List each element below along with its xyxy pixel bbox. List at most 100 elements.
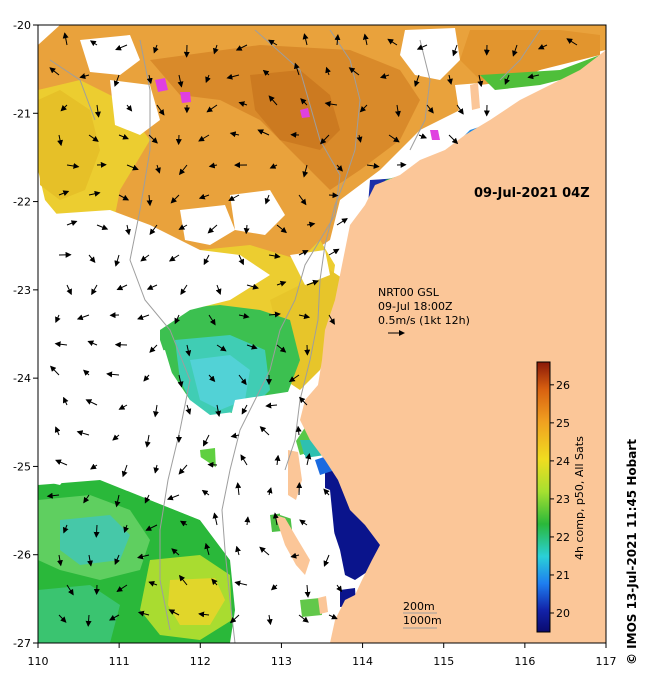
x-tick-label: 117	[596, 655, 617, 668]
current-arrow	[198, 193, 210, 200]
current-arrow	[298, 194, 307, 206]
current-arrow	[91, 284, 98, 296]
current-arrow	[257, 129, 270, 136]
current-arrow	[228, 194, 240, 201]
current-arrow	[137, 553, 150, 560]
current-arrow	[362, 33, 369, 46]
current-arrow	[79, 73, 90, 79]
current-arrow	[229, 614, 240, 624]
current-arrow	[201, 489, 210, 496]
current-arrow	[88, 134, 99, 142]
current-arrow	[238, 254, 244, 266]
current-arrow	[244, 516, 251, 526]
current-arrow	[145, 524, 158, 531]
island	[470, 83, 480, 110]
current-arrow	[114, 254, 121, 267]
current-arrow	[272, 512, 279, 526]
x-tick-label: 114	[352, 655, 373, 668]
current-arrow	[246, 283, 259, 290]
current-arrow	[238, 101, 248, 107]
bathy-1000: 1000m	[403, 614, 442, 627]
current-arrow	[299, 396, 308, 406]
current-arrow	[336, 164, 343, 172]
current-arrow	[125, 224, 131, 236]
current-arrow	[266, 487, 273, 496]
current-arrow	[93, 524, 100, 538]
current-arrow	[328, 613, 338, 620]
current-arrow	[366, 162, 380, 169]
current-arrow	[148, 581, 158, 587]
current-arrow	[174, 314, 180, 325]
current-arrow	[208, 314, 216, 326]
current-arrow	[241, 404, 248, 415]
colorbar-tick-label: 24	[556, 455, 570, 468]
current-arrow	[148, 134, 158, 144]
current-arrow	[88, 190, 101, 197]
date-label: 09-Jul-2021 04Z	[474, 186, 590, 201]
current-arrow	[144, 494, 151, 504]
current-arrow	[113, 74, 120, 87]
current-arrow	[185, 344, 192, 357]
current-arrow	[276, 280, 287, 287]
current-arrow	[121, 464, 128, 478]
current-arrow	[87, 340, 98, 347]
current-arrow	[89, 40, 98, 47]
colorbar-tick-label: 23	[556, 493, 570, 506]
y-tick-label: -21	[13, 107, 31, 120]
current-arrow	[116, 284, 128, 291]
current-arrow	[229, 131, 240, 138]
current-arrow	[208, 162, 218, 169]
current-arrow	[504, 74, 510, 85]
x-tick-label: 112	[190, 655, 211, 668]
current-arrow	[155, 164, 161, 174]
current-info: NRT00 GSL 09-Jul 18:00Z 0.5m/s (1kt 12h)	[378, 286, 470, 336]
current-arrow	[276, 344, 287, 353]
current-arrow	[288, 374, 300, 383]
current-arrow	[54, 426, 61, 436]
current-arrow	[87, 554, 93, 567]
current-arrow	[66, 220, 78, 226]
current-arrow	[416, 44, 428, 50]
current-arrow	[83, 369, 90, 376]
current-arrow	[177, 74, 184, 88]
current-arrow	[238, 374, 247, 386]
current-arrow	[246, 343, 258, 350]
current-arrow	[178, 164, 188, 176]
current-arrow	[269, 163, 278, 169]
current-arrow	[96, 224, 109, 231]
current-arrow	[336, 584, 343, 593]
x-tick-label: 115	[433, 655, 454, 668]
colorbar-ticks: 20 21 22 23 24 25 26	[550, 379, 570, 620]
current-arrow	[240, 454, 248, 466]
bathy-200: 200m	[403, 600, 435, 613]
current-arrow	[170, 194, 180, 204]
current-arrow	[268, 311, 281, 318]
land-mass	[300, 50, 606, 643]
current-arrow	[235, 482, 242, 496]
current-arrow	[203, 254, 210, 266]
current-arrow	[537, 43, 548, 50]
current-arrow	[55, 459, 68, 466]
current-arrow	[198, 611, 210, 618]
current-arrow	[328, 192, 339, 199]
current-time: 09-Jul 18:00Z	[378, 300, 453, 313]
current-arrow	[153, 464, 160, 474]
current-arrow	[177, 374, 184, 388]
current-arrow	[276, 224, 287, 234]
current-arrow	[238, 313, 250, 319]
current-arrow	[85, 614, 92, 627]
current-arrow	[76, 314, 90, 321]
longitude-axis: 110 111 112 113 114 115 116 117	[28, 643, 617, 668]
current-arrow	[115, 44, 128, 51]
credit-text: © IMOS 13-Jul-2021 11:45 Hobart	[625, 439, 639, 665]
current-arrow	[262, 69, 270, 77]
current-arrow	[230, 432, 240, 439]
map-field	[38, 25, 606, 643]
y-tick-label: -23	[13, 284, 31, 297]
current-arrow	[149, 224, 158, 235]
current-arrow	[178, 574, 188, 586]
current-arrow	[302, 164, 309, 178]
current-arrow	[146, 284, 158, 290]
current-arrow	[168, 609, 180, 616]
current-arrow	[106, 371, 120, 378]
